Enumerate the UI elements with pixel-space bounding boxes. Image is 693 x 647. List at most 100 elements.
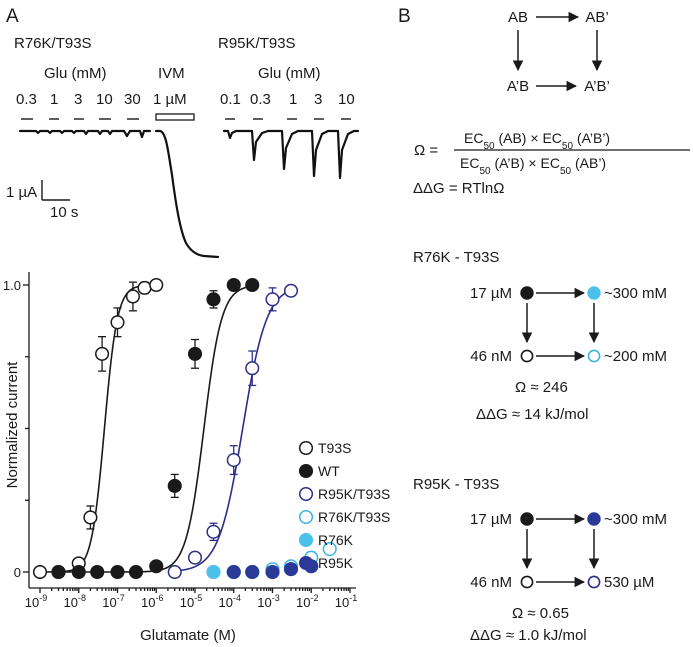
- x-tick-label: 10-9: [25, 593, 47, 610]
- cycle-tr-marker: [587, 286, 601, 300]
- conc-label: 0.3: [250, 91, 271, 108]
- legend-label: R76K/T93S: [318, 509, 390, 525]
- data-point: [226, 564, 241, 580]
- ddg-equation: ΔΔG = RTlnΩ: [413, 180, 504, 197]
- cycle-tr-value: ~300 mM: [604, 285, 667, 302]
- data-point: [167, 564, 182, 580]
- series-t93s: [32, 277, 164, 580]
- data-point: [187, 346, 203, 361]
- cycle-scheme: AB AB’ A’B A’B’: [507, 9, 610, 95]
- scheme-arrows: [512, 11, 603, 92]
- cycle-br-value: 530 µM: [604, 574, 654, 591]
- chart-axes: 0 1.0 10-9 10-8 10-7 10-6 10-5 10-4 10-3 10-2 10-1: [3, 272, 357, 610]
- data-point: [83, 510, 98, 525]
- panel-b: B AB AB’ A’B A’B’ Ω = EC50 (AB) × EC50 (…: [398, 6, 690, 644]
- x-tick-label: 10-2: [296, 593, 318, 610]
- data-point: [90, 564, 105, 580]
- panel-b-letter: B: [398, 6, 411, 27]
- series-wt: [51, 277, 260, 580]
- legend-marker: [298, 532, 314, 548]
- data-point: [187, 550, 203, 565]
- scheme-a-prime-b: A’B: [507, 78, 529, 95]
- fit-curves: [39, 284, 292, 573]
- scheme-a-prime-b-prime: A’B’: [584, 78, 610, 95]
- x-tick-label: 10-6: [141, 593, 163, 610]
- cycle-arrows: [521, 513, 600, 588]
- scale-time-label: 10 s: [50, 204, 78, 221]
- cycle-bl-marker: [520, 575, 534, 589]
- data-point: [265, 564, 280, 580]
- data-point: [110, 564, 125, 580]
- data-point: [95, 346, 110, 361]
- right-conc-labels: 0.1 0.3 1 3 10: [220, 91, 355, 108]
- panel-a-letter: A: [6, 6, 19, 27]
- data-point: [149, 559, 164, 574]
- x-tick-label: 10-8: [64, 593, 86, 610]
- data-point: [206, 564, 221, 580]
- conc-label: 1: [50, 91, 58, 108]
- ivm-label: IVM: [158, 65, 185, 82]
- data-point: [245, 277, 260, 293]
- y-axis-label: Normalized current: [4, 361, 21, 489]
- fit-curve-r95k-t93s: [174, 289, 292, 572]
- data-point: [149, 277, 164, 293]
- data-point: [51, 564, 66, 580]
- scale-bar: 1 µA 10 s: [6, 180, 78, 221]
- cycle-bl-marker: [520, 349, 534, 363]
- trace-ivm: [154, 129, 220, 259]
- trace-r95k-t93s: [222, 129, 360, 180]
- legend-label: R95K/T93S: [318, 486, 390, 502]
- series-r95k-t93s: [167, 283, 299, 580]
- cycle-arrows: [521, 287, 600, 362]
- conc-label: 1: [289, 91, 297, 108]
- y-tick-label: 1.0: [3, 278, 21, 293]
- cycle-br-value: ~200 mM: [604, 348, 667, 365]
- data-points: [32, 277, 337, 580]
- x-tick-label: 10-7: [102, 593, 124, 610]
- y-tick-label: 0: [14, 565, 21, 580]
- data-point: [32, 564, 48, 580]
- conc-label: 0.3: [16, 91, 37, 108]
- scale-current-label: 1 µA: [6, 184, 37, 201]
- conc-label: 0.1: [220, 91, 241, 108]
- legend-label: R76K: [318, 532, 354, 548]
- fit-curve-t93s: [39, 284, 157, 573]
- legend-label: WT: [318, 463, 340, 479]
- legend-label: T93S: [318, 440, 351, 456]
- cycle-title: R76K - T93S: [413, 249, 499, 266]
- x-axis-label: Glutamate (M): [140, 627, 236, 644]
- x-tick-label: 10-1: [335, 593, 357, 610]
- data-point: [283, 562, 299, 577]
- data-point: [265, 292, 280, 307]
- data-point: [322, 541, 337, 557]
- cycle-bl-value: 46 nM: [470, 348, 512, 365]
- panel-a-traces: A R76K/T93S R95K/T93S Glu (mM) Glu (mM) …: [6, 6, 360, 259]
- current-traces: [18, 129, 360, 259]
- ivm-conc-label: 1 µM: [153, 91, 187, 108]
- cycle-tl-value: 17 µM: [470, 285, 512, 302]
- left-conc-labels: 0.3 1 3 10 30: [16, 91, 141, 108]
- conc-label: 3: [314, 91, 322, 108]
- cycle-ddg: ΔΔG ≈ 14 kJ/mol: [476, 406, 588, 423]
- data-point: [226, 453, 241, 468]
- left-construct-label: R76K/T93S: [14, 35, 92, 52]
- cycle-br-marker: [587, 575, 601, 589]
- omega-numerator: EC50 (AB) × EC50 (A’B’): [464, 130, 610, 152]
- conc-label: 3: [74, 91, 82, 108]
- data-point: [206, 292, 221, 307]
- data-point: [206, 524, 221, 539]
- data-point: [245, 361, 260, 376]
- cycle-title: R95K - T93S: [413, 476, 499, 493]
- data-point: [245, 564, 260, 580]
- omega-denominator: EC50 (A’B) × EC50 (AB’): [460, 155, 606, 177]
- legend-marker: [298, 509, 314, 525]
- data-point: [137, 280, 152, 295]
- x-tick-label: 10-3: [257, 593, 279, 610]
- cycle-omega: Ω ≈ 0.65: [512, 605, 569, 622]
- legend-marker: [298, 440, 314, 456]
- data-point: [283, 283, 299, 298]
- cycle-tl-marker: [520, 512, 534, 526]
- legend-marker: [298, 555, 314, 571]
- data-point: [110, 315, 125, 330]
